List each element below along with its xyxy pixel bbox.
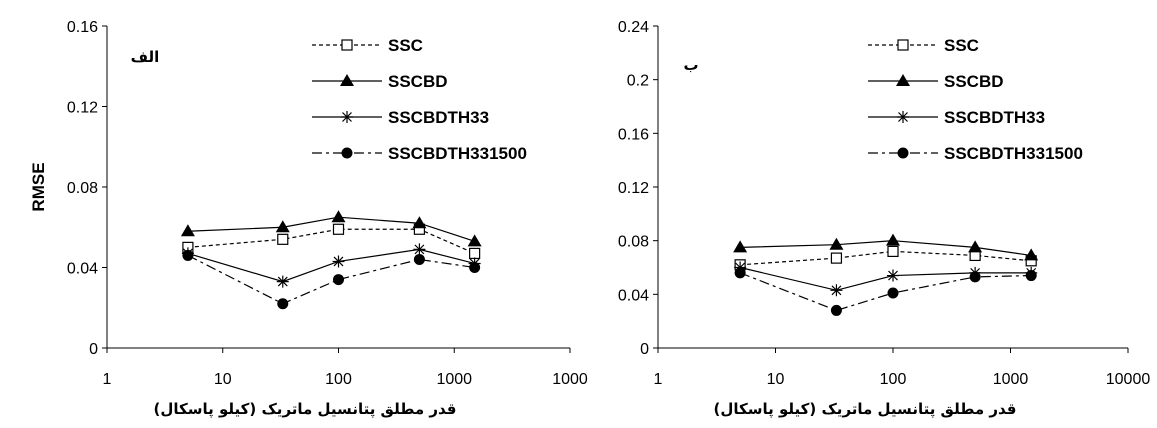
left-point-sscbdth331500 (469, 262, 481, 273)
right-point-sscbd (829, 237, 844, 250)
left-point-ssc (469, 247, 481, 260)
left-legend-label-ssc: SSC (388, 36, 423, 55)
right-y-tick-label: 0.16 (618, 126, 649, 143)
left-legend-marker-ssc (341, 39, 353, 51)
left-point-sscbdth331500 (277, 298, 289, 310)
left-point-sscbd (331, 210, 346, 223)
left-x-axis-title: قدر مطلق پتانسیل ماتریک (کیلو پاسکال) (154, 400, 457, 419)
right-x-tick-label: 10000 (1106, 371, 1151, 388)
left-series-line-sscbd (187, 216, 475, 242)
right-legend-label-sscbdth331500: SSCBDTH331500 (944, 144, 1083, 163)
right-point-sscbdth331500 (969, 271, 981, 283)
left-point-ssc (277, 233, 289, 245)
left-point-sscbd (412, 216, 427, 229)
left-point-sscbdth33 (276, 275, 289, 288)
right-y-tick-label: 0.2 (627, 73, 649, 90)
left-series-line-ssc (187, 228, 475, 254)
right-x-tick-label: 10 (767, 371, 785, 388)
right-point-ssc (887, 245, 899, 257)
left-x-tick-label: 1 (103, 371, 112, 388)
left-legend-marker-sscbdth33 (341, 111, 353, 123)
left-point-sscbdth331500 (333, 274, 344, 286)
left-point-sscbdth331500 (413, 253, 425, 265)
right-y-tick-label: 0.12 (618, 180, 649, 197)
right-y-tick-label: 0.24 (618, 19, 649, 36)
left-x-tick-label: 100 (325, 371, 352, 388)
right-point-sscbdth33 (830, 284, 843, 297)
left-y-tick-label: 0 (89, 341, 98, 358)
right-point-sscbdth33 (887, 269, 899, 282)
right-point-sscbd (1024, 248, 1039, 261)
left-legend-label-sscbdth331500: SSCBDTH331500 (388, 144, 527, 163)
right-legend-marker-sscbdth331500 (897, 147, 909, 159)
left-series-line-sscbdth331500 (187, 254, 475, 305)
left-y-axis-title: RMSE (29, 162, 48, 211)
left-legend-label-sscbdth33: SSCBDTH33 (388, 108, 489, 127)
right-point-sscbd (886, 233, 900, 246)
right-legend-marker-ssc (897, 39, 909, 51)
left-point-sscbdth331500 (182, 249, 194, 261)
left-point-sscbd (180, 224, 195, 237)
right-x-tick-label: 100 (880, 371, 907, 388)
right-legend-marker-sscbd (896, 74, 910, 86)
left-panel-label: الف (131, 48, 160, 66)
right-series-line-sscbd (740, 240, 1032, 257)
right-legend-label-sscbd: SSCBD (944, 72, 1004, 91)
left-point-sscbdth33 (332, 255, 345, 268)
right-y-tick-label: 0 (640, 341, 649, 358)
left-x-tick-label: 1000 (552, 371, 588, 388)
right-point-sscbdth331500 (734, 267, 746, 279)
left-x-tick-label: 10 (214, 371, 232, 388)
right-y-tick-label: 0.08 (618, 234, 649, 251)
right-panel-label: ب (683, 56, 698, 74)
left-point-sscbd (467, 234, 482, 247)
left-y-tick-label: 0.16 (67, 19, 98, 36)
right-point-ssc (830, 252, 843, 264)
right-point-sscbdth331500 (887, 287, 899, 299)
right-point-sscbd (733, 240, 748, 253)
right-point-sscbdth331500 (830, 304, 842, 316)
right-series-line-sscbdth33 (739, 266, 1032, 291)
left-y-tick-label: 0.04 (67, 261, 98, 278)
left-legend-marker-sscbd (340, 74, 354, 86)
left-legend-marker-sscbdth331500 (341, 147, 353, 159)
right-x-tick-label: 1000 (993, 371, 1029, 388)
left-point-sscbd (275, 220, 290, 233)
right-x-axis-title: قدر مطلق پتانسیل ماتریک (کیلو پاسکال) (714, 400, 1017, 419)
left-x-tick-label: 1000 (436, 371, 472, 388)
right-point-sscbd (968, 240, 983, 253)
right-legend-label-ssc: SSC (944, 36, 979, 55)
right-x-tick-label: 1 (654, 371, 663, 388)
right-series-line-ssc (740, 250, 1032, 266)
left-point-sscbdth33 (413, 243, 426, 256)
right-point-sscbdth331500 (1025, 270, 1037, 282)
left-y-tick-label: 0.12 (67, 100, 98, 117)
left-point-ssc (332, 223, 345, 235)
left-y-tick-label: 0.08 (67, 180, 98, 197)
right-legend-marker-sscbdth33 (897, 111, 909, 123)
right-legend-label-sscbdth33: SSCBDTH33 (944, 108, 1045, 127)
right-y-tick-label: 0.04 (618, 287, 649, 304)
left-legend-label-sscbd: SSCBD (388, 72, 448, 91)
right-series-line-sscbdth331500 (739, 272, 1032, 312)
